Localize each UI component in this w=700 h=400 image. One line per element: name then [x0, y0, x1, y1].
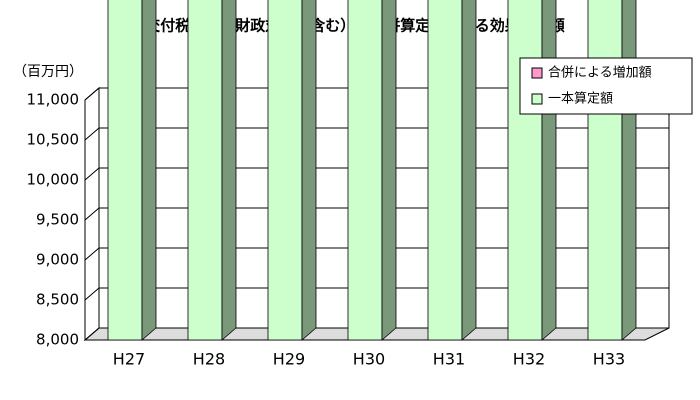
- y-axis-label: （百万円）: [13, 64, 83, 80]
- legend-label: 一本算定額: [548, 92, 613, 107]
- bar-segment: [587, 0, 623, 341]
- legend-swatch: [531, 93, 543, 105]
- grid-line: [84, 167, 669, 181]
- x-tick-label: H28: [193, 350, 225, 369]
- bar-side: [141, 0, 157, 341]
- legend-swatch: [531, 67, 543, 79]
- chart-title: 普通交付税（臨時財政対策債含む）の合併算定替による効果縮減額: [115, 17, 565, 35]
- bar-segment: [347, 0, 383, 341]
- y-tick-label: 10,500: [27, 131, 80, 149]
- grid-line: [84, 327, 669, 341]
- bar-side: [541, 0, 557, 341]
- x-tick-label: H29: [273, 350, 305, 369]
- bar-segment: [187, 0, 223, 341]
- bar-side: [301, 0, 317, 341]
- x-tick-label: H30: [353, 350, 385, 369]
- bar-side: [381, 0, 397, 341]
- y-tick-label: 11,000: [27, 91, 80, 109]
- bar-segment: [107, 0, 143, 341]
- bar-segment: [267, 0, 303, 341]
- x-tick-label: H33: [593, 350, 625, 369]
- bar-side: [621, 0, 637, 341]
- x-tick-label: H27: [113, 350, 145, 369]
- x-tick-label: H32: [513, 350, 545, 369]
- y-tick-label: 9,000: [36, 251, 79, 269]
- bar-segment: [427, 0, 463, 341]
- bar-side: [461, 0, 477, 341]
- y-tick-label: 10,000: [27, 171, 80, 189]
- grid-line: [84, 287, 669, 301]
- bar-side: [221, 0, 237, 341]
- bar-segment: [507, 0, 543, 341]
- grid-line: [84, 127, 669, 141]
- y-tick-label: 9,500: [36, 211, 79, 229]
- y-tick-label: 8,000: [36, 331, 79, 349]
- legend: [519, 57, 693, 115]
- grid-line: [84, 207, 669, 221]
- grid-line: [84, 87, 669, 101]
- y-tick-label: 8,500: [36, 291, 79, 309]
- grid-line: [84, 247, 669, 261]
- x-tick-label: H31: [433, 350, 465, 369]
- legend-label: 合併による増加額: [548, 66, 652, 81]
